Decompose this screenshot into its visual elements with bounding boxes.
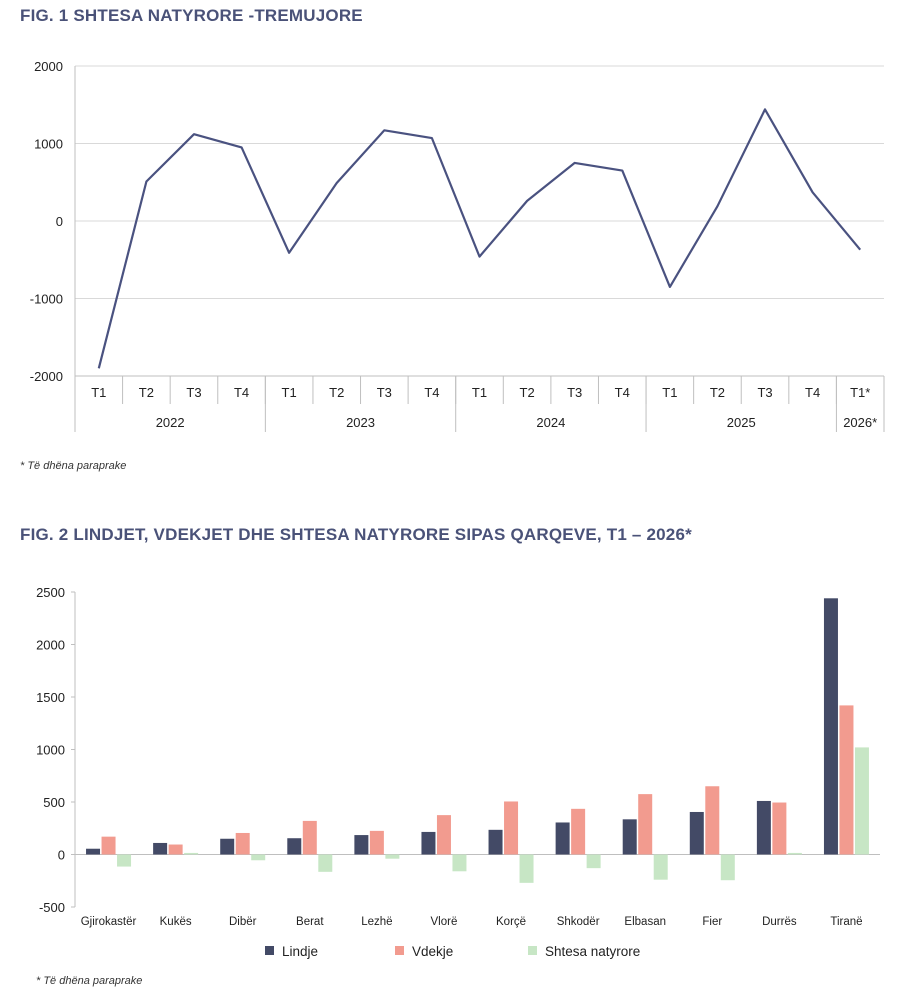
fig1-footnote: * Të dhëna paraprake [20,460,127,472]
quarter-label: T2 [329,385,344,400]
bar-vdekje [504,801,519,855]
bar-vdekje [101,836,116,855]
quarter-label: T2 [710,385,725,400]
bar-shtesa-natyrore [653,854,668,880]
y-tick-label: 0 [58,848,65,863]
quarter-label: T3 [186,385,201,400]
legend-label: Vdekje [412,944,453,959]
quarter-label: T1 [282,385,297,400]
bar-vdekje [571,808,586,855]
y-tick-label: 1000 [34,137,63,152]
bar-shtesa-natyrore [787,852,802,855]
quarter-label: T4 [615,385,630,400]
bar-lindje [756,800,771,855]
bar-vdekje [302,820,317,855]
bar-shtesa-natyrore [519,854,534,883]
category-label: Dibër [229,916,257,928]
quarter-label: T1 [91,385,106,400]
quarter-label: T1 [472,385,487,400]
category-label: Elbasan [624,916,666,928]
legend-swatch [265,946,274,955]
year-label: 2022 [156,415,185,430]
bar-lindje [86,848,101,855]
category-label: Tiranë [830,916,862,928]
y-tick-label: 2500 [36,585,65,600]
category-label: Gjirokastër [81,916,137,928]
quarter-label: T3 [757,385,772,400]
y-tick-label: 1500 [36,690,65,705]
y-tick-label: 2000 [36,638,65,653]
bar-lindje [823,598,838,855]
legend-label: Shtesa natyrore [545,944,640,959]
bar-lindje [421,831,436,855]
category-label: Kukës [160,916,192,928]
legend-swatch [528,946,537,955]
bar-vdekje [638,794,653,855]
bar-shtesa-natyrore [452,854,467,872]
bar-vdekje [772,802,787,855]
fig1-line-chart: -2000 -1000 0 1000 2000 T1 T2 T3 T4 T1 T2 T3 T4 T1 T2 T… [30,59,885,432]
y-tick-label: 1000 [36,743,65,758]
bar-vdekje [436,815,451,855]
quarter-label: T1 [662,385,677,400]
bar-shtesa-natyrore [117,854,132,867]
category-label: Fier [702,916,722,928]
category-label: Berat [296,916,324,928]
year-label: 2025 [727,415,756,430]
quarter-label: T2 [139,385,154,400]
fig1-title: FIG. 1 SHTESA NATYRORE -TREMUJORE [20,6,363,25]
bar-shtesa-natyrore [184,852,199,855]
bar-vdekje [705,786,720,855]
bar-vdekje [235,832,250,855]
bar-vdekje [839,705,854,855]
quarter-label: T1* [850,385,870,400]
y-tick-label: 500 [43,795,65,810]
bar-lindje [287,838,302,855]
bar-lindje [488,829,503,855]
y-tick-label: -500 [39,900,65,915]
bar-lindje [220,838,235,855]
bar-shtesa-natyrore [251,854,266,861]
legend-label: Lindje [282,944,318,959]
quarter-label: T3 [567,385,582,400]
year-label: 2026* [843,415,877,430]
bar-lindje [555,822,570,855]
year-label: 2023 [346,415,375,430]
category-label: Korçë [496,916,526,928]
y-tick-label: 2000 [34,59,63,74]
quarter-label: T4 [805,385,820,400]
y-tick-label: 0 [56,214,63,229]
bar-shtesa-natyrore [586,854,601,869]
y-tick-label: -2000 [30,369,63,384]
bar-lindje [689,811,704,855]
quarter-label: T2 [520,385,535,400]
bar-lindje [622,819,637,855]
fig2-title: FIG. 2 LINDJET, VDEKJET DHE SHTESA NATYR… [20,525,692,544]
bar-lindje [354,835,369,855]
legend-swatch [395,946,404,955]
fig2-footnote: * Të dhëna paraprake [36,975,143,987]
bar-vdekje [369,830,384,855]
category-label: Shkodër [557,916,600,928]
bar-shtesa-natyrore [854,747,869,855]
quarter-label: T3 [377,385,392,400]
bar-shtesa-natyrore [720,854,735,881]
bar-lindje [153,842,168,855]
quarter-label: T4 [424,385,439,400]
category-label: Lezhë [361,916,392,928]
y-tick-label: -1000 [30,292,63,307]
bar-shtesa-natyrore [318,854,333,872]
quarter-label: T4 [234,385,249,400]
year-label: 2024 [536,415,565,430]
bar-vdekje [168,844,183,855]
category-label: Durrës [762,916,797,928]
bar-shtesa-natyrore [385,854,400,859]
category-label: Vlorë [431,916,458,928]
